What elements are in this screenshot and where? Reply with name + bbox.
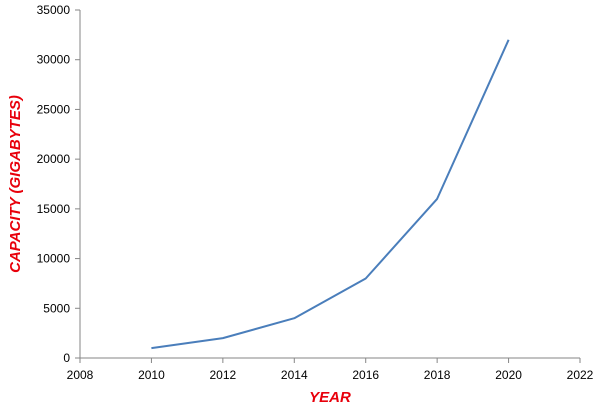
y-tick-label: 0 xyxy=(63,351,70,365)
x-axis-title: YEAR xyxy=(309,389,351,406)
series-line xyxy=(151,39,510,350)
y-axis-ticks: 0 5000 10000 15000 20000 25000 30000 35000 xyxy=(37,3,80,365)
series-layer xyxy=(151,39,510,350)
x-tick-label: 2010 xyxy=(138,368,165,382)
x-tick-label: 2022 xyxy=(567,368,594,382)
y-tick-label: 5000 xyxy=(43,301,70,315)
y-tick-label: 20000 xyxy=(37,152,71,166)
x-tick-label: 2020 xyxy=(495,368,522,382)
y-tick-label: 25000 xyxy=(37,102,71,116)
x-tick-label: 2012 xyxy=(210,368,237,382)
y-axis-title: CAPACITY (GIGABYTES) xyxy=(7,95,24,273)
y-tick-label: 30000 xyxy=(37,53,71,67)
x-tick-label: 2014 xyxy=(281,368,308,382)
y-tick-label: 10000 xyxy=(37,252,71,266)
y-tick-label: 35000 xyxy=(37,3,71,17)
x-tick-label: 2008 xyxy=(67,368,94,382)
y-tick-label: 15000 xyxy=(37,202,71,216)
x-tick-label: 2018 xyxy=(424,368,451,382)
x-tick-label: 2016 xyxy=(352,368,379,382)
x-axis-ticks: 2008 2010 2012 2014 2016 2018 2020 2022 xyxy=(67,358,594,382)
